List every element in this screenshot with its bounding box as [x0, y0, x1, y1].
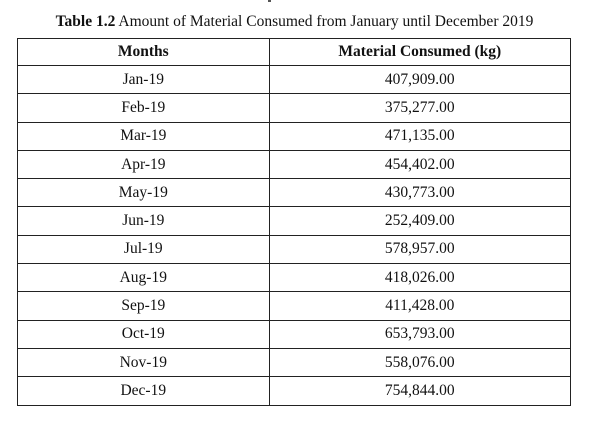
table-row: May-19 430,773.00 — [17, 178, 572, 208]
table-row: Nov-19 558,076.00 — [17, 347, 572, 378]
caption-text: Amount of Material Consumed from January… — [115, 13, 534, 30]
month-cell: Sep-19 — [17, 291, 270, 321]
month-cell: Oct-19 — [17, 319, 270, 349]
value-cell: 430,773.00 — [268, 178, 572, 208]
value-cell: 653,793.00 — [268, 319, 572, 349]
month-cell: Jan-19 — [17, 64, 270, 95]
table-row: Jun-19 252,409.00 — [17, 206, 572, 236]
month-cell: May-19 — [17, 178, 270, 208]
header-months: Months — [17, 38, 270, 66]
value-cell: 407,909.00 — [268, 64, 572, 95]
table-row: Jul-19 578,957.00 — [17, 234, 572, 265]
table-row: Apr-19 454,402.00 — [17, 149, 572, 180]
month-cell: Aug-19 — [17, 263, 270, 293]
value-cell: 754,844.00 — [268, 376, 572, 406]
value-cell: 411,428.00 — [268, 291, 572, 321]
table-row: Aug-19 418,026.00 — [17, 263, 572, 293]
cutoff-text-fragment — [268, 0, 271, 2]
month-cell: Apr-19 — [17, 149, 270, 180]
table-row: Dec-19 754,844.00 — [17, 376, 572, 406]
month-cell: Jul-19 — [17, 234, 270, 265]
value-cell: 471,135.00 — [268, 121, 572, 151]
table-row: Jan-19 407,909.00 — [17, 64, 572, 95]
table-row: Mar-19 471,135.00 — [17, 121, 572, 151]
table-caption: Table 1.2 Amount of Material Consumed fr… — [0, 12, 589, 32]
table-row: Sep-19 411,428.00 — [17, 291, 572, 321]
value-cell: 558,076.00 — [268, 347, 572, 378]
table-row: Feb-19 375,277.00 — [17, 93, 572, 123]
value-cell: 418,026.00 — [268, 263, 572, 293]
caption-label: Table 1.2 — [55, 13, 116, 30]
material-consumption-table: Months Material Consumed (kg) Jan-19 407… — [17, 38, 572, 406]
month-cell: Nov-19 — [17, 347, 270, 378]
value-cell: 578,957.00 — [268, 234, 572, 265]
table-row: Oct-19 653,793.00 — [17, 319, 572, 349]
month-cell: Feb-19 — [17, 93, 270, 123]
month-cell: Mar-19 — [17, 121, 270, 151]
month-cell: Dec-19 — [17, 376, 270, 406]
value-cell: 252,409.00 — [268, 206, 572, 236]
value-cell: 375,277.00 — [268, 93, 572, 123]
value-cell: 454,402.00 — [268, 149, 572, 180]
header-material-consumed: Material Consumed (kg) — [268, 38, 572, 66]
table-header-row: Months Material Consumed (kg) — [17, 38, 572, 66]
month-cell: Jun-19 — [17, 206, 270, 236]
